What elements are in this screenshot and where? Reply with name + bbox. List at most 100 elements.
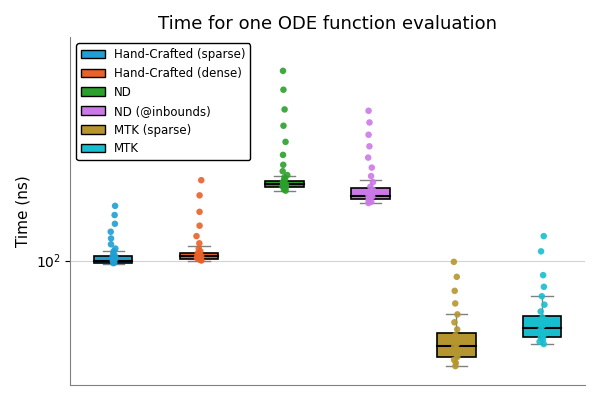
- Point: [111, 255, 121, 261]
- Point: [194, 252, 204, 259]
- Point: [278, 152, 288, 158]
- Point: [279, 186, 289, 193]
- Point: [109, 258, 118, 264]
- Point: [364, 189, 373, 196]
- Point: [109, 259, 119, 266]
- Point: [281, 182, 290, 188]
- Point: [451, 360, 461, 366]
- Point: [280, 176, 290, 182]
- Point: [108, 257, 118, 264]
- Point: [365, 195, 374, 201]
- Point: [278, 162, 288, 168]
- Point: [110, 252, 119, 259]
- Point: [109, 248, 118, 254]
- Point: [536, 334, 546, 340]
- Point: [280, 174, 289, 180]
- Point: [538, 314, 547, 321]
- Point: [195, 192, 205, 198]
- Point: [451, 332, 460, 338]
- Point: [367, 164, 377, 171]
- Point: [449, 319, 459, 326]
- Bar: [179, 253, 218, 258]
- Point: [279, 177, 289, 184]
- Point: [194, 256, 203, 262]
- Point: [536, 248, 546, 254]
- Point: [538, 322, 547, 329]
- Point: [451, 363, 460, 369]
- Point: [106, 241, 116, 248]
- Point: [110, 212, 119, 218]
- Bar: [437, 333, 476, 357]
- Point: [193, 250, 203, 256]
- Point: [278, 183, 287, 190]
- Point: [278, 68, 288, 74]
- Point: [367, 193, 377, 200]
- Point: [539, 332, 548, 338]
- Point: [195, 254, 205, 260]
- Point: [364, 132, 373, 138]
- Point: [450, 288, 460, 294]
- Point: [452, 341, 461, 347]
- Point: [449, 259, 458, 265]
- Point: [278, 122, 288, 129]
- Point: [194, 240, 204, 246]
- Point: [281, 188, 290, 194]
- Point: [108, 256, 118, 262]
- Point: [194, 245, 203, 252]
- Point: [106, 228, 116, 235]
- Point: [368, 187, 378, 193]
- Point: [365, 119, 374, 126]
- Bar: [523, 316, 562, 337]
- Point: [278, 168, 287, 174]
- Point: [539, 233, 548, 239]
- Point: [452, 311, 462, 318]
- Point: [110, 255, 120, 262]
- Point: [452, 354, 462, 360]
- Point: [196, 255, 205, 262]
- Point: [366, 173, 376, 179]
- Point: [280, 106, 289, 113]
- Point: [278, 180, 288, 186]
- Point: [539, 330, 549, 336]
- Bar: [265, 180, 304, 187]
- Point: [193, 254, 202, 260]
- Point: [535, 338, 544, 345]
- Point: [364, 154, 373, 161]
- Y-axis label: Time (ns): Time (ns): [15, 175, 30, 247]
- Point: [281, 139, 290, 145]
- Point: [536, 308, 545, 315]
- Point: [451, 348, 460, 355]
- Point: [538, 272, 548, 278]
- Point: [110, 203, 120, 209]
- Point: [197, 257, 206, 264]
- Point: [538, 319, 547, 326]
- Point: [195, 222, 205, 229]
- Point: [278, 179, 287, 185]
- Point: [281, 184, 290, 190]
- Point: [196, 253, 206, 259]
- Point: [368, 179, 378, 185]
- Point: [364, 108, 373, 114]
- Point: [452, 351, 461, 357]
- Point: [452, 326, 462, 333]
- Point: [449, 357, 459, 363]
- Point: [281, 181, 290, 187]
- Point: [279, 178, 289, 184]
- Point: [196, 257, 205, 263]
- Point: [194, 251, 203, 258]
- Point: [110, 245, 120, 252]
- Point: [364, 192, 373, 198]
- Point: [367, 198, 376, 205]
- Point: [451, 300, 460, 307]
- Point: [539, 341, 548, 347]
- Point: [364, 196, 374, 202]
- Point: [196, 248, 205, 254]
- Point: [110, 220, 119, 227]
- Point: [365, 184, 375, 190]
- Point: [364, 200, 373, 206]
- Point: [367, 191, 377, 197]
- Bar: [351, 188, 390, 199]
- Point: [278, 86, 288, 93]
- Point: [538, 336, 548, 343]
- Point: [539, 284, 548, 290]
